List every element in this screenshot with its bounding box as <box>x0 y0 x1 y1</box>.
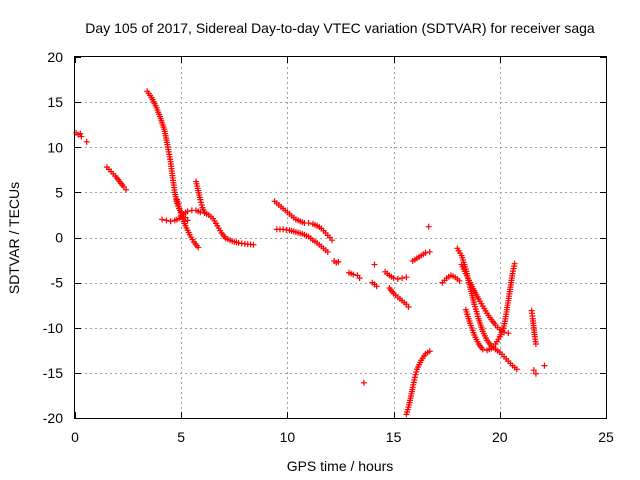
data-point <box>411 374 418 381</box>
x-tick-label: 15 <box>386 429 402 445</box>
data-point <box>399 275 406 282</box>
data-point <box>329 237 336 244</box>
x-tick-label: 25 <box>598 429 614 445</box>
data-point <box>541 362 548 369</box>
data-point <box>360 379 367 386</box>
data-point <box>412 371 419 378</box>
data-point <box>250 241 257 248</box>
data-point <box>530 367 537 374</box>
plot-frame <box>74 56 607 419</box>
x-tick-label: 5 <box>177 429 185 445</box>
data-point <box>532 370 539 377</box>
data-point <box>356 275 363 282</box>
data-point <box>511 260 518 267</box>
grid-lines <box>75 57 606 418</box>
data-point <box>501 329 508 336</box>
data-point <box>83 138 90 145</box>
data-point <box>305 220 312 227</box>
data-point <box>479 346 486 353</box>
data-point <box>426 248 433 255</box>
data-point <box>422 249 429 256</box>
data-point <box>324 248 331 255</box>
y-tick-label: -10 <box>43 320 63 336</box>
data-point <box>159 216 166 223</box>
y-tick-label: -5 <box>51 275 64 291</box>
y-tick-label: 20 <box>47 49 63 65</box>
x-axis-title: GPS time / hours <box>287 458 394 474</box>
x-tick-label: 0 <box>71 429 79 445</box>
data-point <box>405 303 412 310</box>
y-tick-label: -15 <box>43 365 63 381</box>
data-point <box>425 223 432 230</box>
data-point <box>350 271 357 278</box>
data-point <box>456 277 463 284</box>
data-point <box>122 186 129 193</box>
data-point <box>77 130 84 137</box>
data-point <box>78 133 85 140</box>
x-tick-label: 20 <box>492 429 508 445</box>
data-point <box>184 217 191 224</box>
y-tick-label: 15 <box>47 94 63 110</box>
data-point <box>198 199 205 206</box>
data-point <box>335 258 342 265</box>
data-point <box>201 209 208 216</box>
y-tick-label: -20 <box>43 410 63 426</box>
y-tick-labels: -20 -15 -10 -5 0 5 10 15 20 <box>43 49 63 426</box>
data-point <box>390 275 397 282</box>
data-point <box>371 261 378 268</box>
y-tick-label: 0 <box>55 230 63 246</box>
x-tick-label: 10 <box>280 429 296 445</box>
data-point <box>394 276 401 283</box>
data-point <box>373 283 380 290</box>
data-point <box>426 348 433 355</box>
y-tick-label: 5 <box>55 184 63 200</box>
data-point <box>513 366 520 373</box>
y-axis-title: SDTVAR / TECUs <box>6 182 22 294</box>
data-points <box>73 88 548 418</box>
x-tick-labels: 0 5 10 15 20 25 <box>71 429 614 445</box>
data-point <box>163 217 170 224</box>
chart-title: Day 105 of 2017, Sidereal Day-to-day VTE… <box>85 20 595 36</box>
data-point <box>195 244 202 251</box>
data-point <box>403 274 410 281</box>
data-point <box>505 330 512 337</box>
y-tick-label: 10 <box>47 139 63 155</box>
data-point <box>197 196 204 203</box>
axis-ticks <box>75 57 607 419</box>
data-point <box>184 208 191 215</box>
data-point <box>532 340 539 347</box>
data-point <box>198 202 205 209</box>
data-point <box>413 368 420 375</box>
data-point <box>167 218 174 225</box>
